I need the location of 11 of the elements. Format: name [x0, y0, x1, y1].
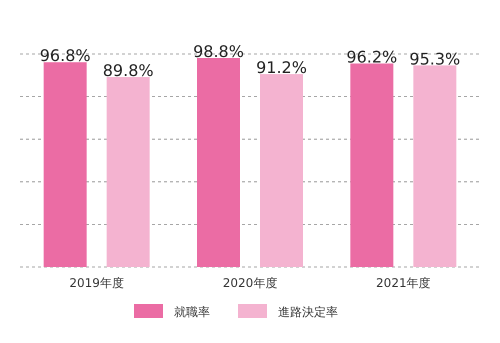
legend-label: 就職率	[174, 305, 210, 319]
x-tick-label: 2021年度	[376, 276, 431, 290]
value-label: 96.8%	[40, 46, 91, 66]
value-label: 95.3%	[409, 49, 460, 68]
value-label: 91.2%	[256, 58, 307, 78]
value-label: 98.8%	[193, 42, 244, 61]
x-tick-label: 2020年度	[222, 276, 278, 290]
legend-label: 進路決定率	[278, 305, 338, 319]
value-label: 96.2%	[346, 48, 398, 66]
value-label: 89.8%	[102, 61, 154, 80]
x-tick-label: 2019年度	[69, 276, 124, 290]
